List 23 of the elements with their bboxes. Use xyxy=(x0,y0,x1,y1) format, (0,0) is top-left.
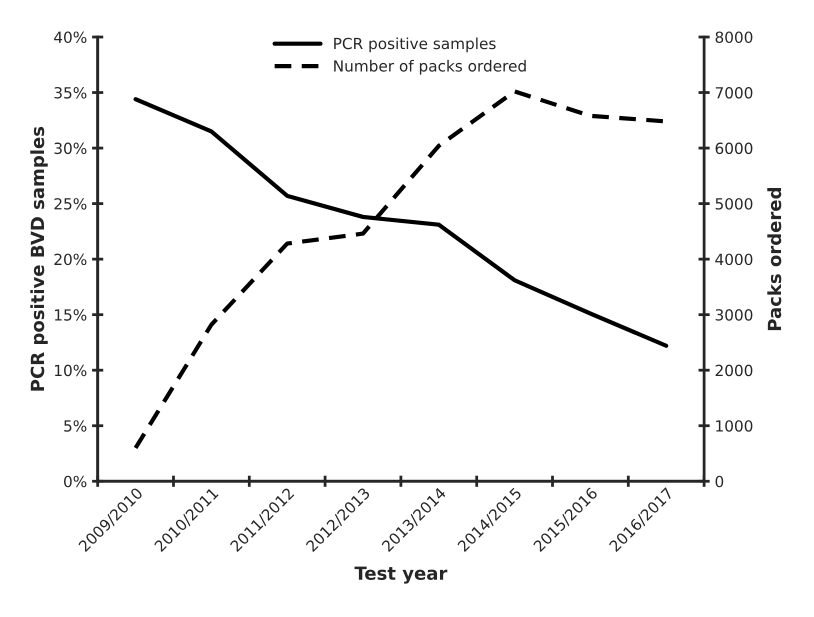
y2-tick-label: 7000 xyxy=(716,87,752,99)
y2-tick-label: 8000 xyxy=(716,31,752,44)
y2-tick-label: 6000 xyxy=(716,142,752,154)
y-tick-label: 20% xyxy=(54,254,86,266)
y2-tick-label: 3000 xyxy=(716,309,752,321)
y-tick-label: 35% xyxy=(54,87,86,99)
y-tick-label: 15% xyxy=(54,309,86,321)
y2-tick-label: 1000 xyxy=(716,420,752,432)
y-axis-title: PCR positive BVD samples xyxy=(30,126,48,391)
y-tick-label: 25% xyxy=(54,198,86,210)
y-tick-label: 10% xyxy=(54,364,86,376)
y-tick-label: 30% xyxy=(54,142,86,154)
y2-tick-label: 5000 xyxy=(716,198,752,210)
x-axis-title: Test year xyxy=(354,566,448,584)
legend-label: PCR positive samples xyxy=(334,37,496,52)
y-tick-label: 40% xyxy=(54,31,86,44)
y2-tick-label: 4000 xyxy=(715,254,752,266)
y2-tick-label: 2000 xyxy=(716,364,752,376)
y2-tick-label: 0 xyxy=(716,476,724,488)
y2-axis-title: Packs ordered xyxy=(767,188,782,330)
y-tick-label: 0% xyxy=(64,476,86,488)
legend-label: Number of packs ordered xyxy=(334,60,526,75)
y-tick-label: 5% xyxy=(64,420,86,432)
